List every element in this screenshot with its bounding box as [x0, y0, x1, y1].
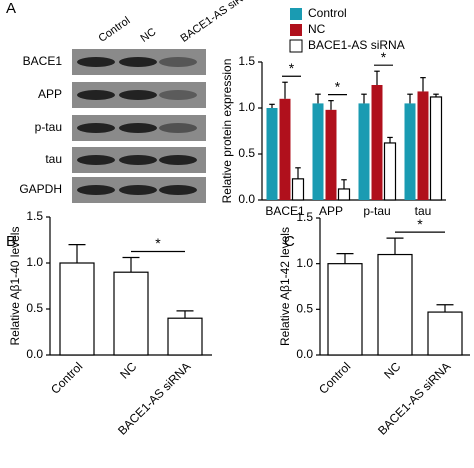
legend-label: BACE1-AS siRNA	[308, 38, 405, 52]
bar	[371, 85, 383, 200]
x-tick-label: NC	[381, 359, 403, 381]
blot-band	[119, 123, 157, 133]
y-tick-label: 1.5	[26, 209, 43, 223]
legend-label: Control	[308, 6, 347, 20]
blot-band	[119, 57, 157, 67]
x-tick-label: tau	[415, 204, 432, 218]
y-tick-label: 0.5	[238, 146, 255, 160]
row-label: BACE1	[23, 54, 63, 68]
y-tick-label: 1.0	[296, 256, 313, 270]
significance-star: *	[289, 60, 295, 76]
bar	[358, 103, 370, 200]
x-tick-label: Control	[316, 359, 353, 396]
panel-label: B	[6, 233, 16, 250]
bar	[167, 317, 203, 356]
blot-band	[77, 57, 115, 67]
bar	[417, 91, 429, 200]
legend-swatch	[290, 24, 302, 36]
bar	[383, 142, 397, 201]
bar	[327, 263, 363, 356]
row-label: GAPDH	[19, 182, 62, 196]
blot-band	[77, 155, 115, 165]
y-axis-label: Relative protein expression	[220, 59, 234, 204]
blot-band	[159, 123, 197, 133]
y-tick-label: 1.0	[238, 100, 255, 114]
bar	[266, 108, 278, 200]
significance-star: *	[381, 49, 387, 65]
blot-band	[159, 155, 197, 165]
y-tick-label: 0.0	[26, 347, 43, 361]
blot-band	[77, 185, 115, 195]
panel-label: A	[6, 0, 16, 17]
bar	[429, 96, 443, 201]
y-tick-label: 1.5	[296, 210, 313, 224]
y-tick-label: 0.0	[296, 347, 313, 361]
row-label: p-tau	[35, 120, 62, 134]
bar	[279, 98, 291, 200]
blot-band	[119, 90, 157, 100]
bar	[59, 262, 95, 356]
x-tick-label: p-tau	[363, 204, 390, 218]
legend-swatch	[290, 8, 302, 20]
legend-label: NC	[308, 22, 326, 36]
x-tick-label: APP	[319, 204, 343, 218]
blot-band	[159, 185, 197, 195]
y-tick-label: 1.0	[26, 255, 43, 269]
blot-band	[159, 57, 197, 67]
bar	[377, 253, 413, 356]
lane-label: NC	[139, 26, 159, 45]
bar	[113, 271, 149, 356]
lane-label: Control	[97, 15, 133, 45]
row-label: APP	[38, 87, 62, 101]
significance-star: *	[155, 235, 161, 251]
x-tick-label: Control	[48, 359, 85, 396]
legend-swatch	[289, 39, 303, 53]
bar	[312, 103, 324, 200]
y-axis-label: Relative Aβ1-42 levels	[278, 227, 292, 346]
blot-band	[77, 90, 115, 100]
bar	[325, 109, 337, 200]
bar	[291, 178, 305, 201]
x-tick-label: NC	[117, 359, 139, 381]
y-tick-label: 1.5	[238, 54, 255, 68]
x-tick-label: BACE1	[265, 204, 305, 218]
panel-label: C	[284, 233, 295, 250]
y-axis-label: Relative Aβ1-40 levels	[8, 227, 22, 346]
blot-band	[77, 123, 115, 133]
bar	[427, 311, 463, 356]
row-label: tau	[45, 152, 62, 166]
significance-star: *	[417, 216, 423, 232]
y-tick-label: 0.5	[26, 301, 43, 315]
lane-label: BACE1-AS siRNA	[179, 0, 259, 45]
blot-band	[119, 155, 157, 165]
significance-star: *	[335, 78, 341, 94]
blot-band	[119, 185, 157, 195]
bar	[404, 103, 416, 200]
y-tick-label: 0.5	[296, 302, 313, 316]
y-tick-label: 0.0	[238, 192, 255, 206]
bar	[337, 188, 351, 201]
blot-band	[159, 90, 197, 100]
